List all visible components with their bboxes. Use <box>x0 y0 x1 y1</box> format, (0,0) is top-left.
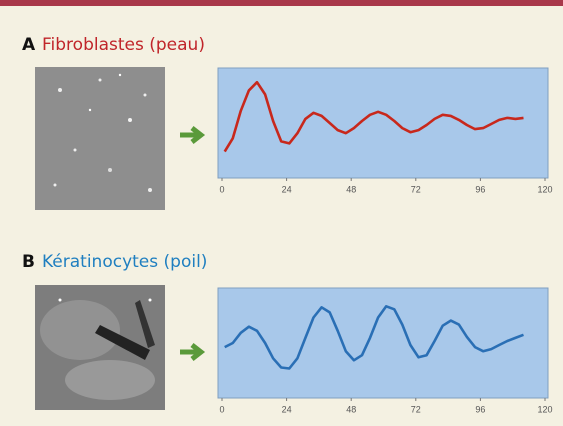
image-b <box>35 285 165 410</box>
x-tick-label: 0 <box>219 404 224 414</box>
x-tick-label: 48 <box>346 184 356 194</box>
x-tick-label: 120 <box>537 184 552 194</box>
data-line <box>224 305 524 370</box>
x-tick-label: 48 <box>346 404 356 414</box>
x-tick-label: 72 <box>411 404 421 414</box>
data-line <box>223 80 524 153</box>
x-tick-label: 96 <box>475 404 485 414</box>
x-tick-label: 120 <box>537 404 552 414</box>
panel-title: Kératinocytes (poil) <box>42 252 207 272</box>
panel-title: Fibroblastes (peau) <box>42 35 205 55</box>
x-tick-label: 0 <box>219 184 224 194</box>
x-tick-label: 24 <box>282 184 292 194</box>
x-tick-label: 72 <box>411 184 421 194</box>
top-bar <box>0 0 563 6</box>
x-tick-label: 24 <box>282 404 292 414</box>
x-tick-label: 96 <box>475 184 485 194</box>
panel-label: A <box>22 35 36 55</box>
plot-area <box>217 287 549 399</box>
arrow <box>180 343 206 361</box>
image-a <box>35 67 165 210</box>
arrow <box>180 126 206 144</box>
panel-label: B <box>22 252 35 272</box>
plot-area <box>217 67 549 179</box>
